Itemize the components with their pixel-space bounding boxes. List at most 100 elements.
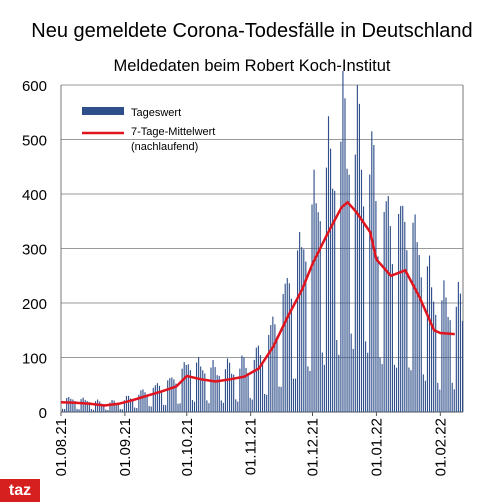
daily-bar [123,400,125,412]
daily-bar [303,249,305,412]
daily-bar [261,364,264,412]
daily-bar [241,355,243,412]
tick-layer: 0 100 200 300 400 500 600 01.08.21 01.09.21 01.10… [22,78,449,476]
daily-bar [200,366,202,412]
daily-bar [301,247,303,412]
daily-bar [346,168,348,412]
daily-bar [160,390,163,412]
daily-bar [408,367,410,412]
daily-bar [292,378,295,412]
daily-bar [76,408,78,412]
daily-bar [101,403,103,412]
daily-bar [313,169,315,412]
daily-bar [325,167,328,412]
daily-bar [148,406,150,412]
daily-bar [336,340,338,412]
daily-bar [426,266,429,412]
legend-label-line: 7-Tage-Mittelwert [131,126,215,138]
daily-bar [402,205,404,412]
daily-bar [247,372,249,412]
daily-bar [167,380,169,412]
daily-bar [119,408,121,412]
x-tick-label: 01.12.21 [305,418,322,476]
daily-bar [103,404,105,412]
daily-bar [144,392,146,412]
daily-bar [288,283,290,412]
daily-bar [431,287,433,412]
daily-bar [294,378,297,412]
daily-bar [418,255,420,412]
daily-bar [451,382,453,412]
chart-subtitle: Meldedaten beim Robert Koch-Institut [113,57,391,75]
daily-bar [416,242,418,412]
daily-bar [142,389,144,412]
daily-bar [259,355,262,412]
legend-label-bars: Tageswert [131,107,181,119]
daily-bar [136,407,138,412]
daily-bar [268,334,270,412]
daily-bar [453,389,455,412]
daily-bar [233,374,235,412]
daily-bar [146,395,148,412]
daily-bar [218,375,220,412]
daily-bar [171,377,173,412]
daily-bar [457,281,459,412]
daily-bar [400,206,402,412]
daily-bar [276,336,278,412]
daily-bar [235,399,237,412]
daily-bar [121,409,123,412]
daily-bar [191,399,194,412]
daily-bar [309,370,311,412]
line-layer [60,200,455,407]
daily-bar [193,401,196,412]
daily-bar [422,374,424,412]
daily-bar [387,196,389,412]
daily-bar [181,368,183,412]
daily-bar [165,405,167,412]
daily-bar [257,345,259,412]
daily-bar [255,347,257,412]
daily-bar [99,401,101,412]
daily-bar [393,364,396,412]
daily-bar [358,103,360,412]
daily-bar [92,409,95,412]
daily-bar [404,221,406,412]
daily-bar [179,403,181,412]
daily-bar [158,385,161,412]
daily-bar [383,211,385,412]
daily-bar [381,364,383,412]
daily-bar [239,368,241,412]
daily-bar [323,364,325,412]
daily-bar [210,367,212,412]
daily-bar [189,370,191,412]
daily-bar [154,385,156,412]
daily-bar [127,395,130,412]
daily-bar [437,382,439,412]
daily-bar [175,383,177,412]
daily-bar [332,188,334,412]
daily-bar [70,398,72,412]
daily-bar [214,367,216,412]
daily-bar [342,71,344,413]
daily-bar [338,354,340,412]
daily-bar [362,206,365,412]
daily-bar [66,397,68,412]
daily-bar [88,402,90,412]
daily-bar [286,278,288,412]
daily-bar [305,261,307,412]
x-tick-label: 01.10.21 [179,418,196,476]
y-tick-label: 0 [39,405,47,422]
daily-bar [222,402,224,412]
daily-bar [280,386,282,412]
daily-bar [82,397,84,412]
daily-bar [424,380,426,412]
daily-bar [237,401,239,412]
daily-bar [449,320,451,412]
daily-bar [365,341,367,412]
y-tick-label: 500 [22,133,47,150]
chart-title: Neu gemeldete Corona-Todesfälle in Deuts… [31,20,473,42]
daily-bar [414,214,416,412]
daily-bar [274,324,276,412]
daily-bar [156,383,158,412]
daily-bar [249,397,251,412]
